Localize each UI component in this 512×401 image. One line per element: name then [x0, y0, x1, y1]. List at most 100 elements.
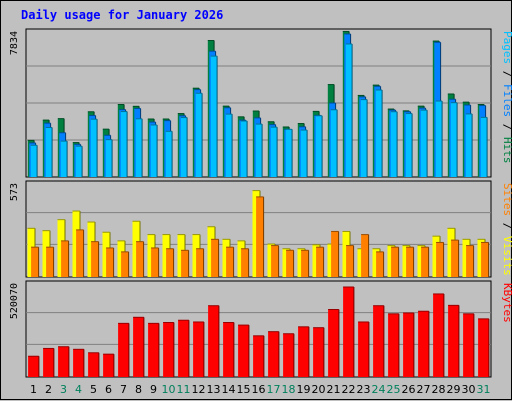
x-tick-label-day-21: 21 — [327, 383, 341, 396]
x-tick-label-day-25: 25 — [387, 383, 401, 396]
bar-kbytes-day-3 — [58, 346, 69, 377]
bar-kbytes-day-13 — [208, 305, 219, 377]
bar-sites-day-30 — [466, 245, 474, 277]
x-tick-label-day-20: 20 — [312, 383, 326, 396]
x-tick-label-day-23: 23 — [357, 383, 371, 396]
bar-kbytes-day-24 — [373, 305, 384, 377]
bar-kbytes-day-9 — [148, 323, 159, 377]
bar-kbytes-day-22 — [343, 287, 354, 377]
bar-sites-day-22 — [346, 245, 354, 277]
bar-sites-day-21 — [331, 231, 339, 277]
bar-kbytes-day-1 — [28, 356, 39, 377]
bar-pages-day-31 — [480, 117, 488, 177]
x-tick-label-day-18: 18 — [282, 383, 296, 396]
series-label-part-hits-files-pages-4: Hits — [501, 137, 512, 164]
bar-kbytes-day-14 — [223, 322, 234, 377]
bar-pages-day-29 — [450, 102, 458, 177]
bar-kbytes-day-19 — [298, 326, 309, 377]
x-tick-label-day-13: 13 — [207, 383, 221, 396]
x-tick-label-day-19: 19 — [297, 383, 311, 396]
x-tick-label-day-30: 30 — [462, 383, 476, 396]
series-label-part-hits-files-pages-0: Pages — [501, 31, 512, 64]
bar-pages-day-19 — [300, 130, 308, 177]
x-tick-label-day-16: 16 — [252, 383, 266, 396]
series-label-kbytes: KBytes — [501, 283, 512, 323]
bar-sites-day-25 — [391, 247, 399, 277]
bar-kbytes-day-6 — [103, 354, 114, 377]
bar-sites-day-29 — [451, 240, 459, 277]
bar-kbytes-day-26 — [403, 312, 414, 377]
bar-kbytes-day-16 — [253, 335, 264, 377]
x-tick-label-day-9: 9 — [150, 383, 157, 396]
x-tick-label-day-17: 17 — [267, 383, 281, 396]
x-tick-label-day-26: 26 — [402, 383, 416, 396]
bar-kbytes-day-29 — [448, 305, 459, 377]
x-tick-label-day-10: 10 — [162, 383, 176, 396]
bar-sites-day-15 — [241, 248, 249, 277]
ymax-label-kbytes: 520070 — [9, 283, 20, 319]
bar-kbytes-day-7 — [118, 323, 129, 377]
bar-kbytes-day-18 — [283, 333, 294, 377]
series-label-part-kbytes-0: KBytes — [501, 283, 512, 323]
x-tick-label-day-15: 15 — [237, 383, 251, 396]
ymax-label-visits-sites: 573 — [9, 183, 20, 201]
bar-pages-day-9 — [150, 124, 158, 177]
bar-kbytes-day-28 — [433, 293, 444, 377]
bar-kbytes-day-12 — [193, 321, 204, 377]
series-label-hits-files-pages: Pages / Files / Hits — [501, 31, 512, 164]
x-tick-label-day-14: 14 — [222, 383, 236, 396]
bar-sites-day-11 — [181, 250, 189, 277]
bar-kbytes-day-21 — [328, 309, 339, 377]
bar-sites-day-27 — [421, 247, 429, 277]
bar-pages-day-27 — [420, 110, 428, 177]
series-label-part-hits-files-pages-1: / — [501, 64, 512, 84]
bar-pages-day-17 — [270, 127, 278, 177]
bar-kbytes-day-17 — [268, 331, 279, 377]
bar-sites-day-13 — [211, 239, 219, 277]
bar-kbytes-day-5 — [88, 352, 99, 377]
bar-sites-day-1 — [31, 247, 39, 277]
series-label-part-visits-sites-2: Visits — [501, 236, 512, 276]
bar-pages-day-24 — [375, 89, 383, 177]
x-tick-label-day-24: 24 — [372, 383, 386, 396]
bar-pages-day-26 — [405, 113, 413, 177]
ymax-label-hits-files-pages: 7834 — [9, 31, 20, 55]
bar-pages-day-14 — [225, 114, 233, 177]
bar-sites-day-8 — [136, 241, 144, 277]
bar-pages-day-20 — [315, 115, 323, 177]
bar-pages-day-25 — [390, 111, 398, 177]
bar-sites-day-20 — [316, 247, 324, 277]
bar-sites-day-18 — [286, 250, 294, 277]
bar-sites-day-23 — [361, 234, 369, 277]
bar-pages-day-6 — [105, 139, 113, 177]
x-tick-label-day-8: 8 — [135, 383, 142, 396]
bar-sites-day-31 — [481, 242, 489, 277]
bar-sites-day-28 — [436, 242, 444, 277]
bar-pages-day-28 — [435, 101, 443, 177]
bar-kbytes-day-30 — [463, 313, 474, 377]
x-tick-label-day-7: 7 — [120, 383, 127, 396]
x-tick-label-day-12: 12 — [192, 383, 206, 396]
bar-kbytes-day-4 — [73, 349, 84, 377]
bar-sites-day-26 — [406, 247, 414, 277]
bar-pages-day-18 — [285, 129, 293, 177]
bar-sites-day-4 — [76, 229, 84, 277]
x-tick-label-day-6: 6 — [105, 383, 112, 396]
bar-kbytes-day-31 — [478, 318, 489, 377]
x-tick-label-day-31: 31 — [477, 383, 491, 396]
bar-sites-day-2 — [46, 247, 54, 277]
chart-title: Daily usage for January 2026 — [21, 8, 223, 22]
x-tick-label-day-2: 2 — [45, 383, 52, 396]
bar-kbytes-day-11 — [178, 320, 189, 377]
series-label-part-visits-sites-1: / — [501, 216, 512, 236]
bar-kbytes-day-23 — [358, 321, 369, 377]
x-tick-label-day-28: 28 — [432, 383, 446, 396]
bar-pages-day-13 — [210, 56, 218, 177]
bar-pages-day-11 — [180, 117, 188, 177]
bar-sites-day-10 — [166, 248, 174, 277]
x-tick-label-day-27: 27 — [417, 383, 431, 396]
x-tick-label-day-3: 3 — [60, 383, 67, 396]
bar-sites-day-12 — [196, 248, 204, 277]
bar-pages-day-16 — [255, 124, 263, 177]
